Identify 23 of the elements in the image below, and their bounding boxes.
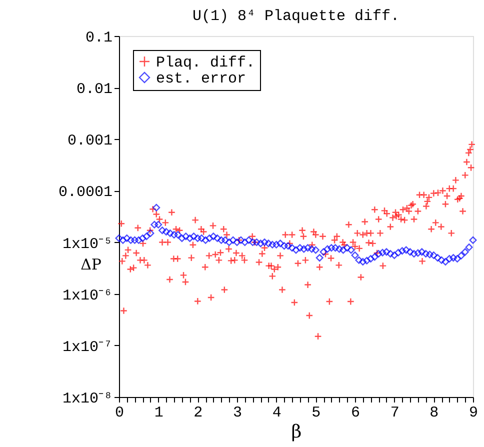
x-tick-label: 9 (468, 404, 478, 422)
y-tick-label: 0.1 (85, 30, 112, 46)
x-tick-label: 5 (312, 404, 321, 422)
x-tick-label: 7 (390, 404, 400, 422)
chart-title: U(1) 8⁴ Plaquette diff. (192, 8, 400, 25)
legend-label: est. error (156, 70, 246, 88)
y-axis-title: ΔP (80, 256, 102, 274)
y-tick-label: 1x10⁻⁸ (62, 390, 112, 408)
legend-label: Plaq. diff. (156, 54, 256, 72)
y-tick-label: 1x10⁻⁶ (62, 287, 112, 304)
x-tick-label: 6 (350, 404, 360, 422)
x-tick-label: 3 (232, 404, 242, 422)
x-axis-title: β (291, 422, 302, 442)
x-tick-label: 8 (430, 404, 439, 422)
x-tick-label: 2 (194, 404, 203, 422)
x-tick-label: 4 (272, 404, 282, 422)
y-tick-label: 0.0001 (58, 184, 112, 202)
y-tick-label: 1x10⁻⁵ (62, 236, 112, 253)
y-tick-label: 0.01 (76, 81, 112, 98)
y-tick-label: 0.001 (67, 132, 112, 150)
y-tick-label: 1x10⁻⁷ (62, 338, 112, 356)
x-tick-label: 1 (154, 404, 164, 422)
x-tick-label: 0 (114, 404, 124, 422)
